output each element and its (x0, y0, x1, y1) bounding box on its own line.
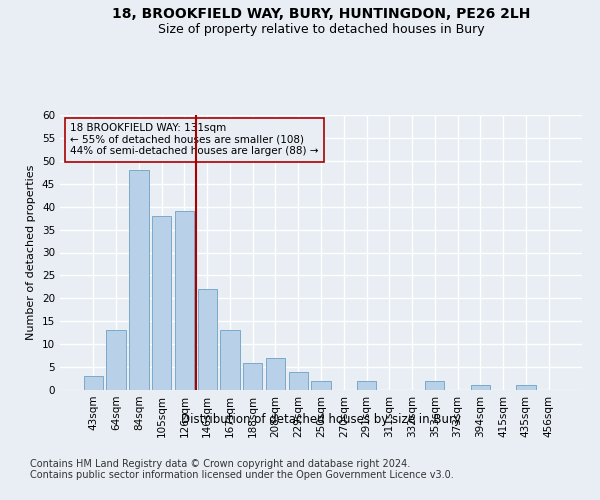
Bar (311, 381, 331, 390)
Text: Contains HM Land Registry data © Crown copyright and database right 2024.: Contains HM Land Registry data © Crown c… (30, 459, 410, 469)
Y-axis label: Number of detached properties: Number of detached properties (26, 165, 37, 340)
Text: 18, BROOKFIELD WAY, BURY, HUNTINGDON, PE26 2LH: 18, BROOKFIELD WAY, BURY, HUNTINGDON, PE… (112, 8, 530, 22)
Bar (470, 386, 490, 390)
Bar (357, 381, 376, 390)
Bar (106, 330, 126, 390)
Bar (84, 376, 103, 390)
Bar (220, 330, 239, 390)
Bar (197, 289, 217, 390)
Bar (289, 372, 308, 390)
Text: 18 BROOKFIELD WAY: 131sqm
← 55% of detached houses are smaller (108)
44% of semi: 18 BROOKFIELD WAY: 131sqm ← 55% of detac… (70, 123, 319, 156)
Bar (243, 362, 262, 390)
Bar (129, 170, 149, 390)
Bar (175, 211, 194, 390)
Text: Distribution of detached houses by size in Bury: Distribution of detached houses by size … (181, 412, 461, 426)
Bar (152, 216, 172, 390)
Text: Size of property relative to detached houses in Bury: Size of property relative to detached ho… (158, 22, 484, 36)
Bar (425, 381, 445, 390)
Bar (266, 358, 285, 390)
Text: Contains public sector information licensed under the Open Government Licence v3: Contains public sector information licen… (30, 470, 454, 480)
Bar (516, 386, 536, 390)
